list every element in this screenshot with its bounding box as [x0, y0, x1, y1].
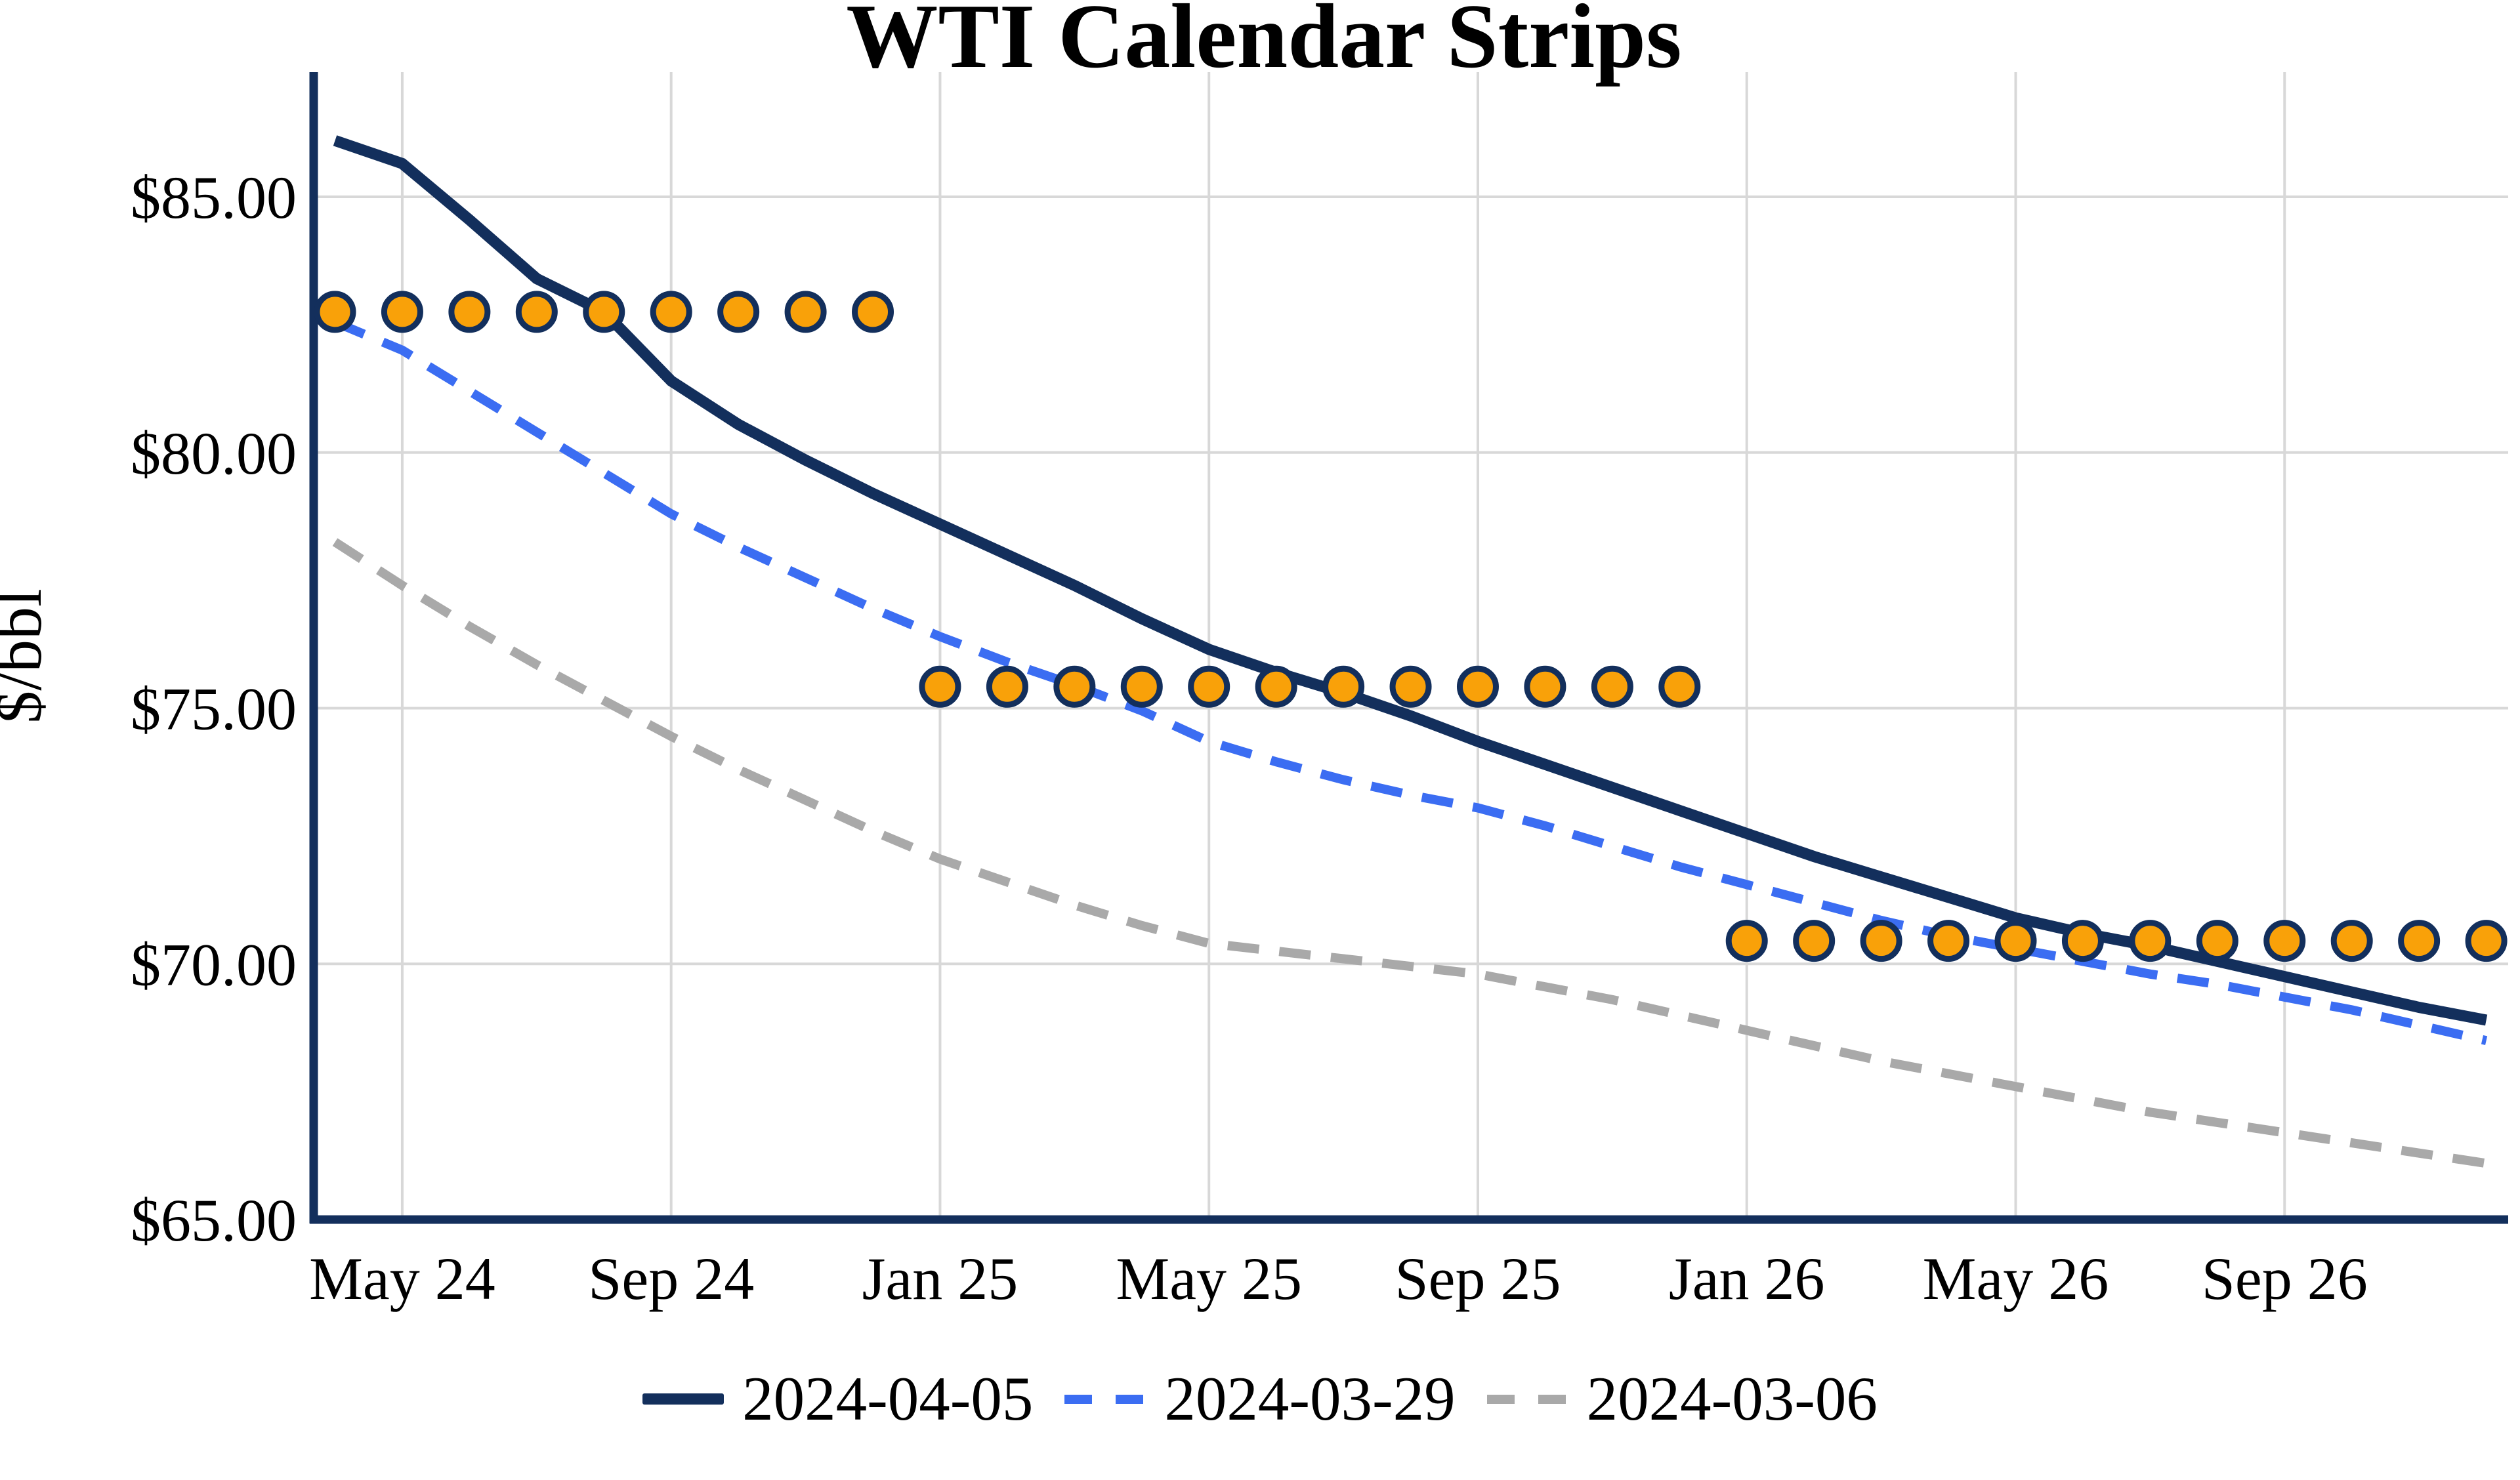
- legend-swatch-dashed-line-icon: [1486, 1394, 1568, 1404]
- strip-marker: [1524, 665, 1566, 708]
- strip-marker: [2263, 920, 2306, 962]
- strip-marker: [1255, 665, 1297, 708]
- x-tick-label: Jan 25: [862, 1245, 1018, 1312]
- strip-marker: [515, 291, 558, 333]
- strip-marker: [1927, 920, 1970, 962]
- legend-swatch-dashed-line-icon: [1064, 1394, 1146, 1404]
- x-tick-label: Sep 25: [1395, 1245, 1561, 1312]
- strip-marker: [986, 665, 1028, 708]
- strip-marker: [784, 291, 827, 333]
- legend-item-2024-03-29: 2024-03-29: [1064, 1364, 1456, 1433]
- strip-marker: [2061, 920, 2104, 962]
- strip-marker: [1725, 920, 1768, 962]
- strip-marker: [650, 291, 692, 333]
- strip-marker: [381, 291, 423, 333]
- strip-marker: [2330, 920, 2373, 962]
- strip-marker: [448, 291, 491, 333]
- strip-marker: [1658, 665, 1701, 708]
- legend-item-2024-04-05: 2024-04-05: [642, 1368, 1033, 1430]
- x-tick-label: May 24: [309, 1245, 495, 1312]
- strip-marker: [2129, 920, 2172, 962]
- strip-marker: [314, 291, 356, 333]
- chart-title: WTI Calendar Strips: [846, 0, 1681, 87]
- y-tick-label: $85.00: [131, 164, 297, 231]
- strip-marker: [2465, 920, 2508, 962]
- series-line-2024-04-05: [333, 135, 2488, 1026]
- legend-item-2024-03-06: 2024-03-06: [1486, 1364, 1878, 1433]
- legend-label: 2024-04-05: [742, 1364, 1034, 1433]
- strip-marker: [1591, 665, 1633, 708]
- legend-label: 2024-03-29: [1164, 1364, 1456, 1433]
- calendar-strip-markers: [314, 291, 2508, 962]
- x-tick-label: Sep 26: [2202, 1245, 2368, 1312]
- strip-marker: [1120, 665, 1163, 708]
- series-line-2024-03-29: [333, 318, 2488, 1046]
- strip-marker: [1793, 920, 1836, 962]
- strip-marker: [1389, 665, 1432, 708]
- strip-marker: [2196, 920, 2238, 962]
- legend-label: 2024-03-06: [1586, 1364, 1878, 1433]
- strip-marker: [1456, 665, 1499, 708]
- strip-marker: [1188, 665, 1230, 708]
- strip-marker: [1322, 665, 1365, 708]
- y-axis-title: $/bbl: [0, 588, 55, 724]
- y-tick-label: $70.00: [131, 931, 297, 998]
- chart-legend: 2024-04-05 2024-03-29 2024-03-06: [0, 1368, 2520, 1430]
- x-tick-label: May 26: [1923, 1245, 2109, 1312]
- strip-marker: [583, 291, 625, 333]
- x-tick-label: May 25: [1116, 1245, 1302, 1312]
- axes: [309, 72, 2508, 1224]
- y-tick-label: $65.00: [131, 1187, 297, 1254]
- series-line-2024-03-06: [332, 538, 2487, 1168]
- chart-text: WTI Calendar Strips $85.00 $80.00 $75.00 $70…: [0, 0, 2368, 1312]
- strip-marker: [852, 291, 894, 333]
- gridlines: [314, 72, 2508, 1220]
- strip-marker: [717, 291, 760, 333]
- strip-marker: [1053, 665, 1096, 708]
- chart-canvas: WTI Calendar Strips $85.00 $80.00 $75.00 $70…: [0, 0, 2508, 1312]
- x-tick-label: Sep 24: [588, 1245, 754, 1312]
- strip-marker: [2398, 920, 2441, 962]
- y-tick-label: $75.00: [131, 676, 297, 743]
- strip-marker: [1994, 920, 2037, 962]
- legend-swatch-solid-line-icon: [642, 1393, 724, 1405]
- y-tick-label: $80.00: [131, 420, 297, 487]
- x-tick-label: Jan 26: [1669, 1245, 1825, 1312]
- strip-marker: [919, 665, 961, 708]
- strip-marker: [1860, 920, 1902, 962]
